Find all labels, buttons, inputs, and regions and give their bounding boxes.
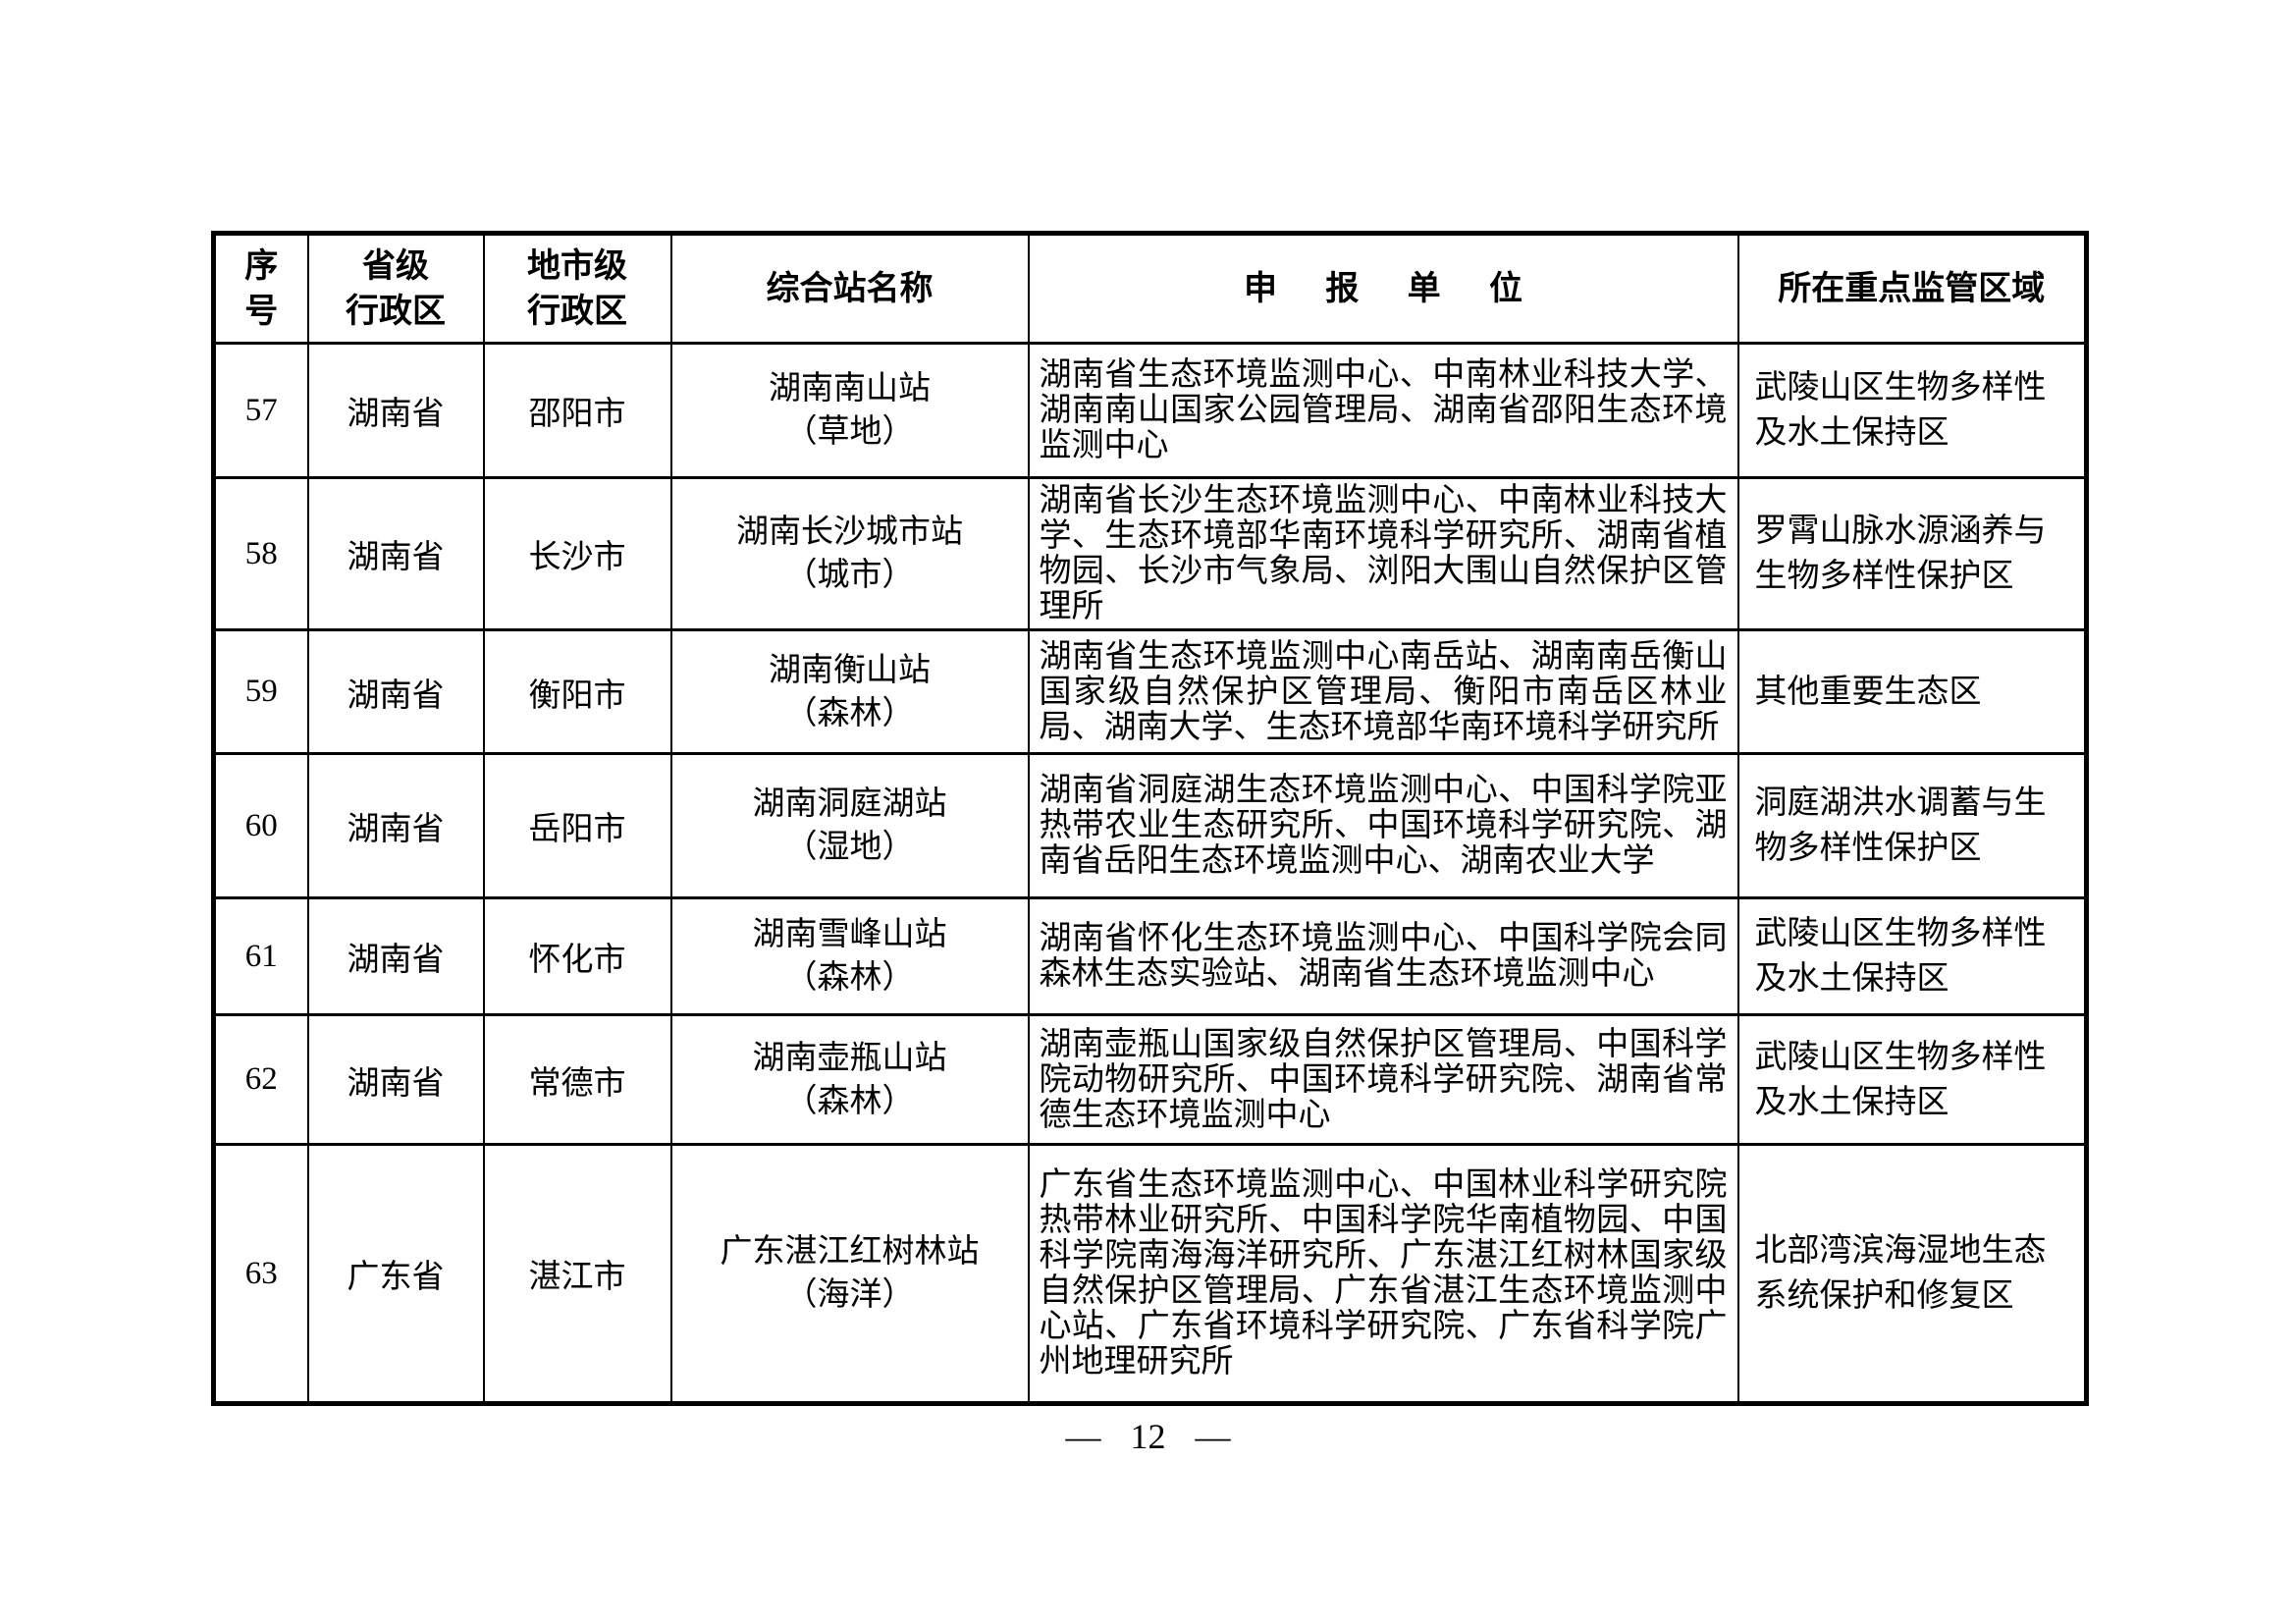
table-row-60: 60 湖南省 岳阳市 湖南洞庭湖站 （湿地） 湖南省洞庭湖生态环境监测中心、中国… (212, 752, 2088, 899)
table-row-58: 58 湖南省 长沙市 湖南长沙城市站 （城市） 湖南省长沙生态环境监测中心、中南… (212, 476, 2088, 631)
station-name: 湖南壶瓶山站 (752, 1040, 947, 1076)
station-cell: 湖南长沙城市站 （城市） (669, 476, 1030, 631)
region-cell: 洞庭湖洪水调蓄与生物多样性保护区 (1736, 752, 2088, 899)
city-cell: 岳阳市 (482, 752, 672, 899)
header-cell-province: 省级 行政区 (306, 232, 485, 345)
applicant-cell: 广东省生态环境监测中心、中国林业科学研究院热带林业研究所、中国科学院华南植物园、… (1027, 1143, 1739, 1405)
index-cell: 62 (212, 1013, 309, 1146)
city-cell: 怀化市 (482, 896, 672, 1016)
province-cell: 湖南省 (306, 752, 485, 899)
applicant-cell: 湖南省洞庭湖生态环境监测中心、中国科学院亚热带农业生态研究所、中国环境科学研究院… (1027, 752, 1739, 899)
applicant-cell: 湖南省长沙生态环境监测中心、中南林业科技大学、生态环境部华南环境科学研究所、湖南… (1027, 476, 1739, 631)
index-cell: 61 (212, 896, 309, 1016)
city-cell: 常德市 (482, 1013, 672, 1146)
table-row-61: 61 湖南省 怀化市 湖南雪峰山站 （森林） 湖南省怀化生态环境监测中心、中国科… (212, 896, 2088, 1016)
station-name: 湖南雪峰山站 (752, 917, 947, 952)
station-type: （海洋） (784, 1277, 915, 1313)
station-name: 湖南衡山站 (769, 652, 931, 688)
station-cell: 湖南壶瓶山站 （森林） (669, 1013, 1030, 1146)
city-cell: 湛江市 (482, 1143, 672, 1405)
header-province-line1: 省级 (362, 247, 429, 285)
station-name: 湖南长沙城市站 (736, 514, 963, 550)
header-cell-index: 序 号 (212, 232, 309, 345)
station-cell: 湖南南山站 （草地） (669, 342, 1030, 479)
header-index-line2: 号 (244, 293, 279, 330)
applicant-cell: 湖南省怀化生态环境监测中心、中国科学院会同森林生态实验站、湖南省生态环境监测中心 (1027, 896, 1739, 1016)
region-cell: 武陵山区生物多样性及水土保持区 (1736, 1013, 2088, 1146)
header-cell-applicant: 申报单位 (1027, 232, 1739, 345)
province-cell: 湖南省 (306, 896, 485, 1016)
region-cell: 北部湾滨海湿地生态系统保护和修复区 (1736, 1143, 2088, 1405)
province-cell: 湖南省 (306, 628, 485, 755)
station-cell: 湖南洞庭湖站 （湿地） (669, 752, 1030, 899)
index-cell: 58 (212, 476, 309, 631)
header-index-line1: 序 (244, 247, 279, 285)
region-cell: 其他重要生态区 (1736, 628, 2088, 755)
province-cell: 湖南省 (306, 342, 485, 479)
station-name: 湖南南山站 (769, 371, 931, 406)
city-cell: 长沙市 (482, 476, 672, 631)
table-row-63: 63 广东省 湛江市 广东湛江红树林站 （海洋） 广东省生态环境监测中心、中国林… (212, 1143, 2088, 1405)
header-city-line2: 行政区 (527, 293, 627, 330)
header-applicant-label: 申报单位 (1244, 270, 1572, 307)
header-city-line1: 地市级 (527, 247, 627, 285)
province-cell: 湖南省 (306, 1013, 485, 1146)
station-type: （湿地） (784, 830, 915, 865)
header-cell-region: 所在重点监管区域 (1736, 232, 2088, 345)
city-cell: 衡阳市 (482, 628, 672, 755)
header-cell-station: 综合站名称 (669, 232, 1030, 345)
table-row-57: 57 湖南省 邵阳市 湖南南山站 （草地） 湖南省生态环境监测中心、中南林业科技… (212, 342, 2088, 479)
city-cell: 邵阳市 (482, 342, 672, 479)
table-header-row: 序 号 省级 行政区 地市级 行政区 综合站名称 申报单位 所在重点监管区域 (212, 232, 2088, 345)
station-cell: 湖南衡山站 （森林） (669, 628, 1030, 755)
page-footer: — 12 — (0, 1416, 2296, 1457)
applicant-cell: 湖南省生态环境监测中心南岳站、湖南南岳衡山国家级自然保护区管理局、衡阳市南岳区林… (1027, 628, 1739, 755)
header-station-label: 综合站名称 (766, 270, 934, 307)
province-cell: 广东省 (306, 1143, 485, 1405)
footer-page-number: 12 (1130, 1417, 1166, 1456)
footer-dash-right: — (1195, 1417, 1231, 1456)
region-cell: 武陵山区生物多样性及水土保持区 (1736, 342, 2088, 479)
table-row-62: 62 湖南省 常德市 湖南壶瓶山站 （森林） 湖南壶瓶山国家级自然保护区管理局、… (212, 1013, 2088, 1146)
station-type: （森林） (784, 695, 915, 731)
station-cell: 广东湛江红树林站 （海洋） (669, 1143, 1030, 1405)
region-cell: 罗霄山脉水源涵养与生物多样性保护区 (1736, 476, 2088, 631)
station-type: （森林） (784, 960, 915, 996)
footer-dash-left: — (1065, 1417, 1101, 1456)
station-table: 序 号 省级 行政区 地市级 行政区 综合站名称 申报单位 所在重点监管区域 (211, 231, 2089, 1406)
province-cell: 湖南省 (306, 476, 485, 631)
table-row-59: 59 湖南省 衡阳市 湖南衡山站 （森林） 湖南省生态环境监测中心南岳站、湖南南… (212, 628, 2088, 755)
station-type: （城市） (784, 558, 915, 593)
applicant-cell: 湖南省生态环境监测中心、中南林业科技大学、湖南南山国家公园管理局、湖南省邵阳生态… (1027, 342, 1739, 479)
station-type: （森林） (784, 1083, 915, 1119)
station-name: 湖南洞庭湖站 (752, 786, 947, 822)
index-cell: 59 (212, 628, 309, 755)
index-cell: 57 (212, 342, 309, 479)
station-type: （草地） (784, 414, 915, 450)
header-province-line2: 行政区 (346, 293, 446, 330)
index-cell: 60 (212, 752, 309, 899)
applicant-cell: 湖南壶瓶山国家级自然保护区管理局、中国科学院动物研究所、中国环境科学研究院、湖南… (1027, 1013, 1739, 1146)
station-name: 广东湛江红树林站 (720, 1234, 980, 1270)
index-cell: 63 (212, 1143, 309, 1405)
header-cell-city: 地市级 行政区 (482, 232, 672, 345)
region-cell: 武陵山区生物多样性及水土保持区 (1736, 896, 2088, 1016)
station-cell: 湖南雪峰山站 （森林） (669, 896, 1030, 1016)
header-region-label: 所在重点监管区域 (1778, 270, 2046, 307)
